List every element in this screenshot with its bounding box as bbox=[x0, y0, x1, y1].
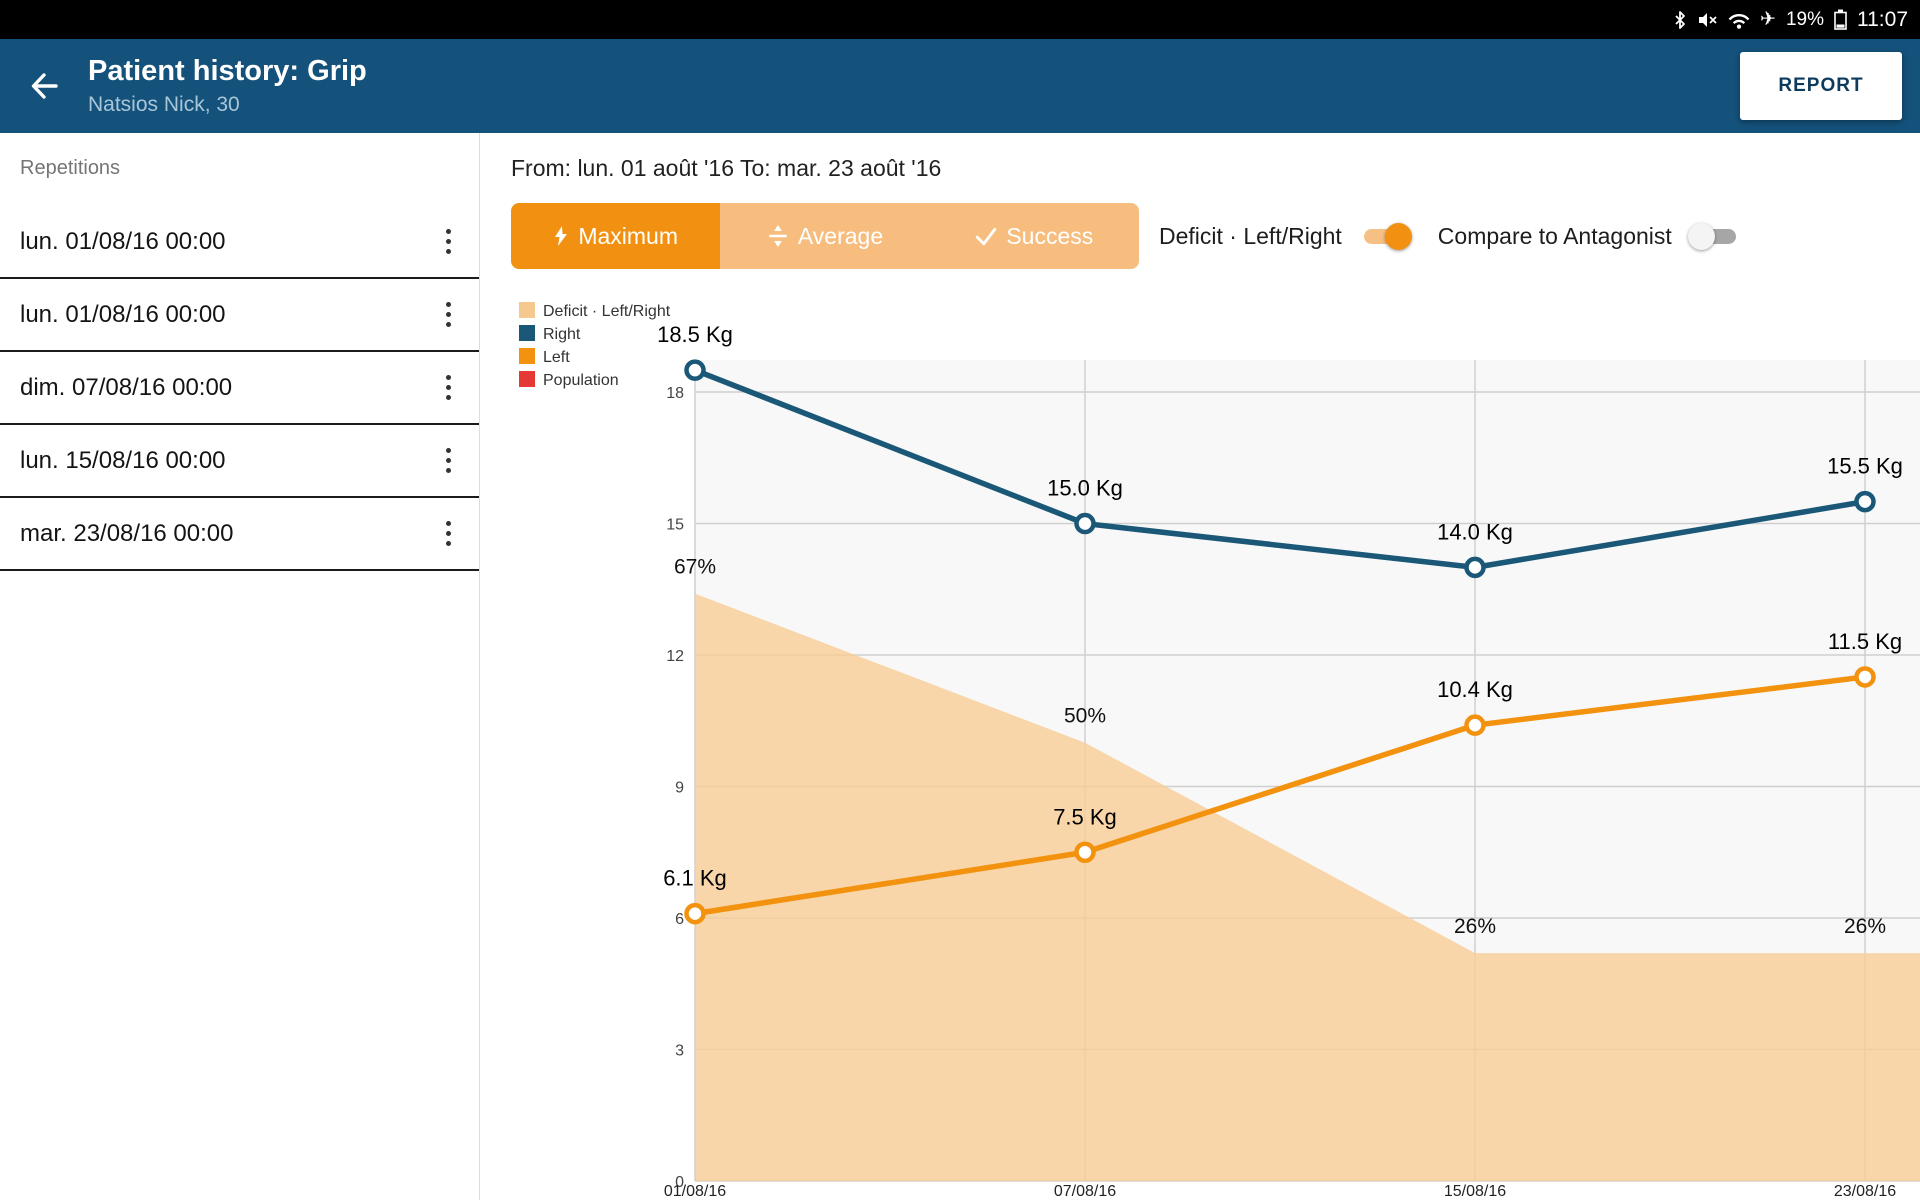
deficit-toggle-label: Deficit · Left/Right bbox=[1159, 222, 1342, 249]
list-item[interactable]: lun. 15/08/16 00:00 bbox=[0, 425, 479, 498]
svg-text:Deficit · Left/Right: Deficit · Left/Right bbox=[543, 303, 671, 320]
svg-text:67%: 67% bbox=[674, 556, 716, 579]
chart-canvas: 0 3 6 9 12 15 18 01/08/16 07/08/16 15/08/16 23/08/… bbox=[519, 302, 1920, 1200]
back-button[interactable] bbox=[26, 68, 62, 104]
kebab-menu-icon[interactable] bbox=[434, 221, 463, 262]
patient-subtitle: Natsios Nick, 30 bbox=[88, 93, 240, 117]
antagonist-toggle[interactable] bbox=[1686, 221, 1744, 252]
bluetooth-icon bbox=[1672, 10, 1688, 30]
battery-percent-text: 19% bbox=[1785, 8, 1824, 30]
svg-text:26%: 26% bbox=[1454, 915, 1496, 938]
repetition-date-label: dim. 07/08/16 00:00 bbox=[20, 373, 233, 401]
svg-text:15: 15 bbox=[666, 517, 684, 534]
sidebar-header: Repetitions bbox=[20, 157, 121, 179]
segment-label: Success bbox=[1006, 222, 1094, 249]
repetitions-sidebar: Repetitions lun. 01/08/16 00:00 lun. 01/… bbox=[0, 133, 480, 1200]
svg-text:0: 0 bbox=[675, 1174, 684, 1191]
kebab-menu-icon[interactable] bbox=[434, 440, 463, 481]
segment-label: Average bbox=[797, 222, 884, 249]
airplane-mode-icon: ✈ bbox=[1760, 9, 1776, 30]
list-item[interactable]: dim. 07/08/16 00:00 bbox=[0, 352, 479, 425]
svg-text:01/08/16: 01/08/16 bbox=[664, 1183, 726, 1200]
repetition-date-label: lun. 01/08/16 00:00 bbox=[20, 227, 226, 255]
controls-row: Maximum Average bbox=[511, 203, 1744, 269]
date-range-text: From: lun. 01 août '16 To: mar. 23 août … bbox=[511, 155, 942, 181]
svg-text:Right: Right bbox=[543, 326, 581, 343]
report-button[interactable]: REPORT bbox=[1740, 52, 1902, 120]
list-item[interactable]: lun. 01/08/16 00:00 bbox=[0, 206, 479, 279]
kebab-menu-icon[interactable] bbox=[434, 513, 463, 554]
svg-text:7.5 Kg: 7.5 Kg bbox=[1053, 804, 1117, 829]
battery-icon bbox=[1834, 9, 1847, 30]
svg-text:9: 9 bbox=[675, 780, 684, 797]
segment-label: Maximum bbox=[578, 222, 678, 249]
svg-text:12: 12 bbox=[666, 648, 684, 665]
svg-text:10.4 Kg: 10.4 Kg bbox=[1437, 677, 1513, 702]
svg-text:3: 3 bbox=[675, 1043, 684, 1060]
repetitions-list: lun. 01/08/16 00:00 lun. 01/08/16 00:00 … bbox=[0, 206, 479, 571]
repetition-date-label: lun. 01/08/16 00:00 bbox=[20, 300, 226, 328]
kebab-menu-icon[interactable] bbox=[434, 367, 463, 408]
mute-icon bbox=[1698, 11, 1718, 29]
svg-text:18: 18 bbox=[666, 385, 684, 402]
main-content: From: lun. 01 août '16 To: mar. 23 août … bbox=[480, 133, 1920, 1200]
page-title: Patient history: Grip bbox=[88, 54, 367, 87]
svg-text:07/08/16: 07/08/16 bbox=[1054, 1183, 1116, 1200]
svg-text:15.5 Kg: 15.5 Kg bbox=[1827, 454, 1903, 479]
svg-text:23/08/16: 23/08/16 bbox=[1834, 1183, 1896, 1200]
app-bar: Patient history: Grip Natsios Nick, 30 R… bbox=[0, 39, 1920, 133]
list-item[interactable]: mar. 23/08/16 00:00 bbox=[0, 498, 479, 571]
svg-text:14.0 Kg: 14.0 Kg bbox=[1437, 519, 1513, 544]
svg-text:Population: Population bbox=[543, 372, 619, 389]
antagonist-toggle-label: Compare to Antagonist bbox=[1437, 222, 1672, 249]
grip-history-chart: 0 3 6 9 12 15 18 01/08/16 07/08/16 15/08/16 23/08/… bbox=[480, 290, 1920, 1200]
svg-text:18.5 Kg: 18.5 Kg bbox=[657, 322, 733, 347]
svg-text:15/08/16: 15/08/16 bbox=[1444, 1183, 1506, 1200]
svg-text:6: 6 bbox=[675, 911, 684, 928]
svg-text:26%: 26% bbox=[1844, 915, 1886, 938]
segment-success[interactable]: Success bbox=[929, 203, 1139, 269]
segment-maximum[interactable]: Maximum bbox=[511, 203, 721, 269]
deficit-toggle[interactable] bbox=[1356, 221, 1414, 252]
list-item[interactable]: lun. 01/08/16 00:00 bbox=[0, 279, 479, 352]
svg-text:15.0 Kg: 15.0 Kg bbox=[1047, 476, 1123, 501]
svg-text:50%: 50% bbox=[1064, 705, 1106, 728]
segment-average[interactable]: Average bbox=[720, 203, 930, 269]
status-bar: ✈ 19% 11:07 bbox=[0, 0, 1920, 39]
clock-text: 11:07 bbox=[1857, 7, 1908, 31]
bolt-icon bbox=[553, 225, 569, 247]
metric-segmented-control: Maximum Average bbox=[511, 203, 1139, 269]
svg-text:6.1 Kg: 6.1 Kg bbox=[663, 866, 727, 891]
average-icon bbox=[767, 225, 789, 247]
repetition-date-label: mar. 23/08/16 00:00 bbox=[20, 519, 234, 547]
app-bar-titles: Patient history: Grip Natsios Nick, 30 bbox=[88, 55, 367, 117]
wifi-icon bbox=[1728, 11, 1750, 29]
kebab-menu-icon[interactable] bbox=[434, 294, 463, 335]
svg-text:11.5 Kg: 11.5 Kg bbox=[1828, 629, 1902, 654]
svg-text:Left: Left bbox=[543, 349, 570, 366]
repetition-date-label: lun. 15/08/16 00:00 bbox=[20, 446, 226, 474]
check-icon bbox=[975, 225, 997, 247]
